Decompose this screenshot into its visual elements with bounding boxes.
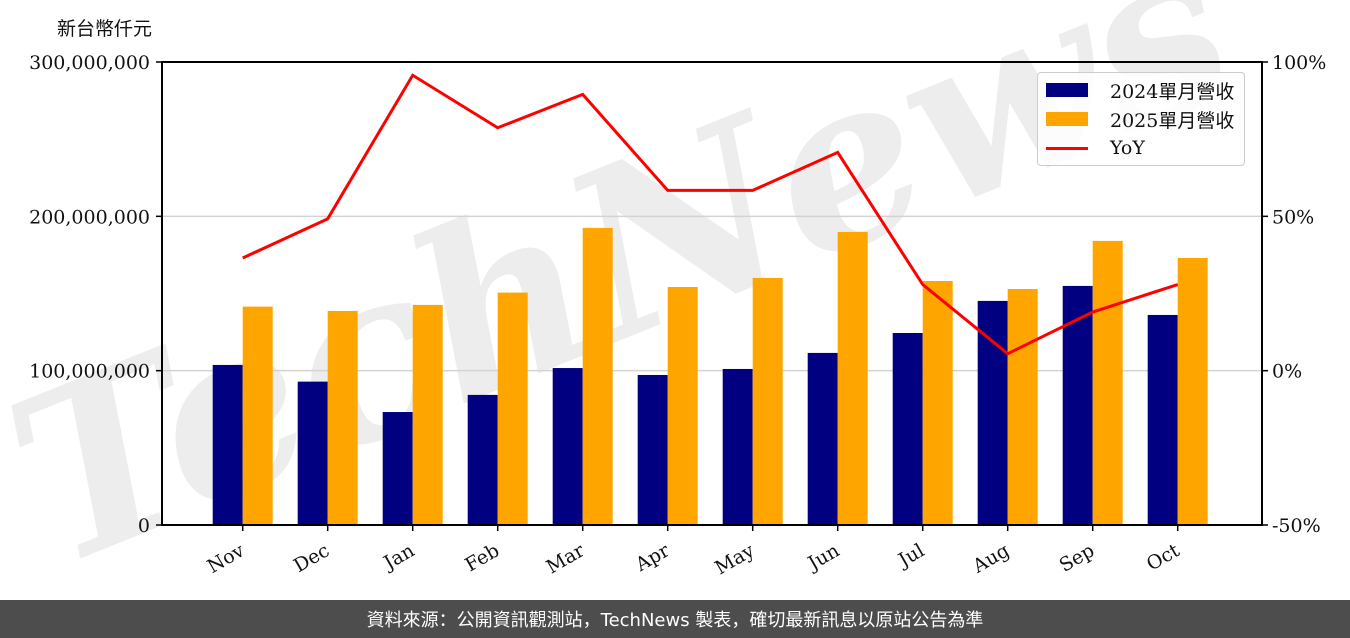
bar-2025-mar — [582, 227, 613, 526]
legend-swatch-2024-icon — [1046, 83, 1088, 97]
y2-tick-label: 50% — [1272, 206, 1314, 228]
y-tick-label: 0 — [138, 515, 150, 537]
plot-frame — [161, 61, 1263, 526]
bar-2024-mar — [552, 368, 583, 525]
x-tick-label: Aug — [968, 539, 1013, 578]
bar-2024-feb — [467, 394, 498, 525]
bar-2025-jul — [922, 280, 953, 525]
x-tick-label: Apr — [631, 539, 674, 576]
x-tick-label: May — [711, 539, 758, 579]
bar-2025-aug — [1007, 289, 1038, 525]
bar-2024-apr — [637, 374, 668, 525]
bar-2024-nov — [212, 364, 243, 525]
y2-tick-label: -50% — [1272, 515, 1321, 537]
bar-2024-jun — [807, 352, 838, 525]
bar-2025-dec — [327, 310, 358, 525]
y-axis-unit-label: 新台幣仟元 — [57, 18, 153, 40]
legend-label-2025: 2025單月營收 — [1110, 109, 1235, 132]
x-tick-label: Jul — [893, 539, 928, 572]
legend-label-2024: 2024單月營收 — [1110, 80, 1235, 103]
bar-2024-jul — [892, 333, 923, 525]
x-tick-label: Dec — [290, 539, 333, 577]
y-tick-label: 200,000,000 — [29, 206, 150, 228]
legend-label-yoy: YoY — [1110, 137, 1145, 159]
x-tick-label: Feb — [461, 539, 503, 576]
x-tick-label: Sep — [1056, 539, 1099, 576]
bar-2024-may — [722, 368, 753, 525]
legend-item-2025: 2025單月營收 — [1046, 107, 1235, 132]
bar-2025-sep — [1092, 240, 1123, 526]
yoy-line-series — [242, 73, 1179, 356]
legend: 2024單月營收 2025單月營收 YoY — [1037, 72, 1245, 166]
bar-2024-oct — [1147, 314, 1178, 525]
bar-2024-aug — [977, 300, 1008, 525]
bar-2024-jan — [382, 412, 413, 525]
x-tick-label: Mar — [543, 539, 589, 578]
legend-item-2024: 2024單月營收 — [1046, 78, 1235, 103]
y2-tick-label: 0% — [1272, 361, 1302, 383]
x-tick-label: Oct — [1143, 539, 1184, 575]
bar-2025-feb — [497, 292, 528, 525]
x-tick-label: Jun — [803, 539, 844, 575]
bar-2024-dec — [297, 381, 328, 525]
legend-line-yoy-icon — [1046, 146, 1088, 150]
bar-2025-may — [752, 277, 783, 525]
yoy-line — [242, 73, 1179, 356]
y-tick-label: 300,000,000 — [29, 52, 150, 74]
bar-2025-apr — [667, 287, 698, 525]
legend-swatch-2025-icon — [1046, 112, 1088, 126]
source-text: 資料來源：公開資訊觀測站，TechNews 製表，確切最新訊息以原站公告為準 — [366, 610, 984, 631]
bar-2025-jun — [837, 231, 868, 525]
bar-2024-sep — [1062, 285, 1093, 525]
bar-series — [212, 227, 1208, 526]
y-tick-label: 100,000,000 — [29, 361, 150, 383]
x-tick-label: Jan — [378, 539, 418, 575]
legend-item-yoy: YoY — [1046, 136, 1145, 160]
source-footer: 資料來源：公開資訊觀測站，TechNews 製表，確切最新訊息以原站公告為準 — [0, 600, 1350, 638]
bar-2025-jan — [412, 304, 443, 525]
bar-2025-nov — [242, 306, 273, 525]
y2-tick-label: 100% — [1272, 52, 1326, 74]
bar-2025-oct — [1177, 258, 1208, 525]
